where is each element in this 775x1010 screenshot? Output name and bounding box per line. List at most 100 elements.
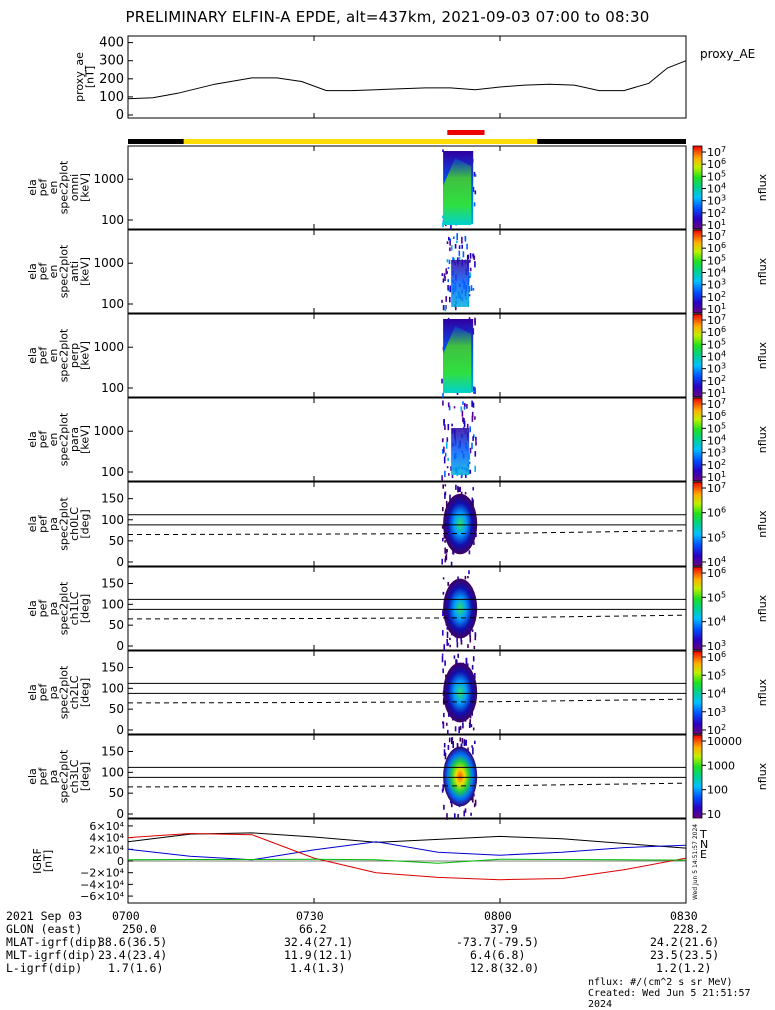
spectrogram-speck bbox=[451, 475, 454, 479]
colorbar-tick-label: 103 bbox=[707, 705, 726, 719]
pitch-angle-speck bbox=[447, 729, 449, 735]
colorbar-tick-label: 10 bbox=[707, 808, 721, 821]
spectrogram-speck bbox=[466, 423, 469, 429]
colorbar-tick-label: 101 bbox=[707, 470, 726, 484]
pitch-angle-speck bbox=[472, 747, 474, 755]
spectrogram-speck bbox=[462, 417, 464, 423]
pitch-angle-speck bbox=[464, 808, 467, 813]
colorbar-tick-label: 107 bbox=[707, 229, 726, 243]
igrf-series-line bbox=[127, 832, 687, 849]
pitch-angle-speck bbox=[459, 737, 462, 742]
y-axis-label-line: proxy_ae bbox=[73, 52, 86, 102]
legend-label: E bbox=[700, 848, 707, 861]
pitch-angle-speck bbox=[474, 799, 477, 806]
y-tick-label: 100 bbox=[101, 681, 124, 695]
colorbar-tick-label: 107 bbox=[707, 397, 726, 411]
spectrogram-speck bbox=[461, 474, 463, 478]
footer-value: 6.4(6.8) bbox=[470, 948, 526, 962]
anti-loss-cone-line bbox=[127, 614, 687, 620]
colorbar-tick-label: 105 bbox=[707, 421, 726, 435]
y-axis-label-line: [deg] bbox=[78, 762, 91, 791]
y-tick-label: 6×10⁴ bbox=[89, 820, 124, 833]
colorbar bbox=[692, 397, 703, 482]
y-axis-label-line: pef bbox=[36, 178, 49, 197]
pitch-angle-speck bbox=[443, 749, 446, 756]
pitch-angle-speck bbox=[446, 722, 448, 726]
spectrogram-speck bbox=[469, 259, 471, 263]
science-zone-marker bbox=[447, 130, 485, 135]
y-axis-label-line: [nT] bbox=[41, 850, 54, 872]
spectrogram-speck bbox=[468, 286, 471, 293]
pitch-angle-speck bbox=[441, 558, 443, 565]
y-axis-label-line: en bbox=[47, 433, 60, 447]
y-tick-label: 0 bbox=[117, 855, 124, 868]
status-bar-science bbox=[183, 139, 538, 144]
spectrogram-frame bbox=[127, 397, 687, 482]
y-tick-label: 0 bbox=[116, 807, 124, 821]
pitch-angle-speck bbox=[444, 558, 447, 563]
spectrogram-speck bbox=[458, 250, 461, 256]
spectrogram-speck bbox=[463, 406, 466, 410]
y-axis-label-line: pef bbox=[36, 262, 49, 281]
y-tick-label: 100 bbox=[101, 513, 124, 527]
created-stamp: Created: Wed Jun 5 21:51:57 2024 bbox=[588, 988, 751, 1010]
spectrogram-speck bbox=[466, 404, 468, 409]
pitch-angle-speck bbox=[453, 655, 456, 659]
y-axis-label-line: ch2LC bbox=[68, 675, 81, 709]
pitch-angle-speck bbox=[461, 738, 464, 744]
spectrogram-speck bbox=[441, 299, 443, 303]
legend-label: T bbox=[699, 828, 707, 841]
y-axis-label-line: [keV] bbox=[78, 341, 91, 370]
igrf-series-line bbox=[127, 832, 687, 881]
y-tick-label: 50 bbox=[109, 786, 124, 800]
footer-value: 23.5(23.5) bbox=[650, 948, 720, 962]
spectrogram-speck bbox=[454, 244, 457, 249]
pitch-angle-speck bbox=[454, 726, 457, 732]
spectrogram-frame bbox=[127, 313, 687, 398]
colorbar-tick-label: 106 bbox=[707, 157, 726, 171]
y-tick-label: 200 bbox=[99, 72, 124, 87]
y-axis-label-line: ela bbox=[26, 768, 39, 785]
colorbar-label: nflux bbox=[756, 173, 769, 201]
spectrogram-speck bbox=[449, 238, 452, 241]
spectrogram-speck bbox=[451, 423, 453, 427]
y-axis-label-line: ela bbox=[26, 516, 39, 533]
colorbar-tick-label: 107 bbox=[707, 145, 726, 159]
pitch-angle-speck bbox=[442, 507, 444, 512]
pitch-angle-speck bbox=[442, 668, 444, 674]
spectrogram-speck bbox=[474, 451, 477, 457]
units-note: nflux: #/(cm^2 s sr MeV) bbox=[588, 977, 733, 988]
y-axis-label-line: [deg] bbox=[78, 594, 91, 623]
footer-value: 38.6(36.5) bbox=[98, 935, 168, 949]
y-tick-label: 4×10⁴ bbox=[89, 832, 124, 845]
pitch-angle-speck bbox=[471, 629, 474, 632]
spectrogram-speck bbox=[445, 296, 447, 302]
pitch-angle-speck bbox=[472, 487, 474, 491]
pitch-angle-speck bbox=[457, 814, 459, 819]
colorbar-tick-label: 104 bbox=[707, 687, 726, 701]
legend-label: proxy_AE bbox=[700, 47, 755, 61]
y-tick-label: 100 bbox=[101, 465, 124, 479]
y-tick-label: 150 bbox=[101, 492, 124, 506]
pitch-angle-speck bbox=[459, 725, 462, 730]
footer-date: 2021 Sep 03 bbox=[6, 909, 83, 923]
spectrogram-speck bbox=[469, 447, 472, 454]
pitch-angle-speck bbox=[464, 575, 467, 580]
y-axis-label-line: pef bbox=[36, 430, 49, 449]
spectrogram-speck bbox=[462, 251, 465, 258]
pitch-angle-speck bbox=[464, 492, 467, 495]
colorbar-label: nflux bbox=[756, 425, 769, 453]
colorbar bbox=[692, 566, 703, 651]
pitch-angle-speck bbox=[470, 812, 472, 816]
spectrogram-speck bbox=[447, 424, 450, 431]
y-axis-label-line: spec2plot bbox=[57, 160, 70, 214]
spectrogram-fill bbox=[443, 326, 472, 393]
pitch-angle-speck bbox=[445, 674, 447, 678]
footer-value: 11.9(12.1) bbox=[284, 948, 354, 962]
pitch-angle-speck bbox=[456, 636, 458, 643]
colorbar-tick-label: 105 bbox=[707, 590, 726, 604]
colorbar-tick-label: 103 bbox=[707, 362, 726, 376]
pitch-angle-speck bbox=[468, 570, 470, 575]
y-axis-label-line: ela bbox=[26, 684, 39, 701]
